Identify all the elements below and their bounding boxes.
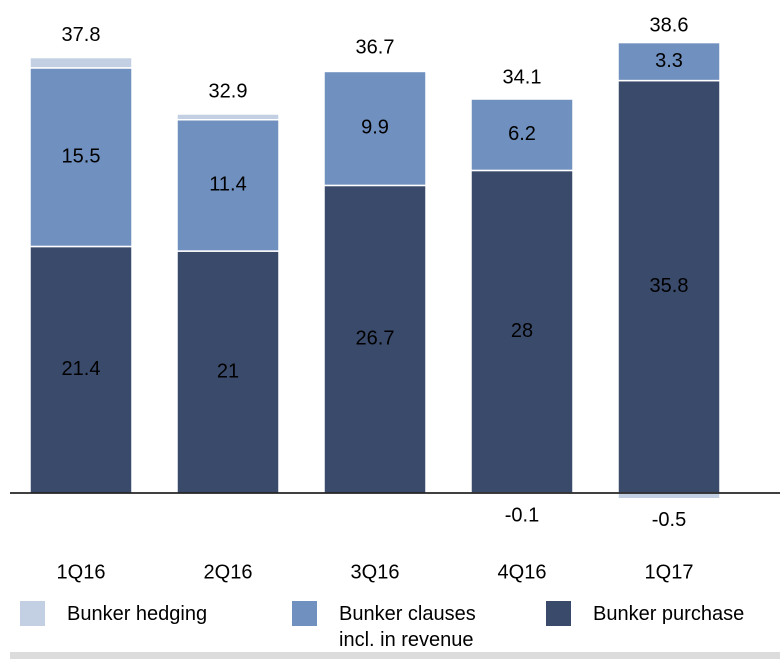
x-tick-label: 1Q16 bbox=[57, 561, 106, 583]
value-label: 26.7 bbox=[356, 327, 395, 349]
legend-swatch bbox=[292, 601, 317, 626]
value-label: -0.5 bbox=[652, 509, 686, 531]
bar-segment bbox=[617, 79, 721, 494]
x-tick-label: 4Q16 bbox=[498, 561, 547, 583]
legend-swatch bbox=[20, 601, 45, 626]
legend-item: Bunker purchase bbox=[546, 601, 780, 627]
total-label: 38.6 bbox=[650, 15, 689, 37]
legend-label: Bunker clauses incl. in revenue bbox=[339, 603, 476, 651]
total-label: 34.1 bbox=[503, 66, 542, 88]
bar-segment bbox=[617, 492, 721, 500]
footer-bar bbox=[10, 652, 780, 659]
legend-item: Bunker clauses incl. in revenue bbox=[292, 601, 514, 653]
bar-segment bbox=[176, 119, 280, 252]
total-label: 36.7 bbox=[356, 36, 395, 58]
bar-segment bbox=[323, 70, 427, 187]
value-label: 21.4 bbox=[62, 358, 101, 380]
legend-item: Bunker hedging bbox=[20, 601, 287, 627]
bar-segment bbox=[29, 56, 133, 69]
bar-segment bbox=[176, 113, 280, 121]
legend-label: Bunker purchase bbox=[593, 603, 745, 625]
bar-segment bbox=[29, 67, 133, 248]
total-label: 37.8 bbox=[62, 24, 101, 46]
x-tick-label: 3Q16 bbox=[351, 561, 400, 583]
total-label: 32.9 bbox=[209, 80, 248, 102]
bar-segment bbox=[29, 245, 133, 494]
value-label: 3.3 bbox=[655, 50, 683, 72]
value-label: 15.5 bbox=[62, 145, 101, 167]
value-label: 11.4 bbox=[209, 174, 246, 196]
legend-swatch bbox=[546, 601, 571, 626]
value-label: -0.1 bbox=[505, 504, 539, 526]
value-label: 21 bbox=[217, 360, 239, 382]
bar-segment bbox=[617, 41, 721, 82]
value-label: 6.2 bbox=[508, 123, 536, 145]
bar-segment bbox=[323, 69, 427, 73]
bar-segment bbox=[470, 98, 574, 172]
value-label: 9.9 bbox=[361, 117, 389, 139]
value-label: 35.8 bbox=[650, 275, 689, 297]
x-tick-label: 2Q16 bbox=[204, 561, 253, 583]
bar-segment bbox=[323, 184, 427, 494]
value-label: 28 bbox=[511, 320, 533, 342]
legend-label: Bunker hedging bbox=[67, 603, 208, 625]
x-tick-label: 1Q17 bbox=[645, 561, 694, 583]
